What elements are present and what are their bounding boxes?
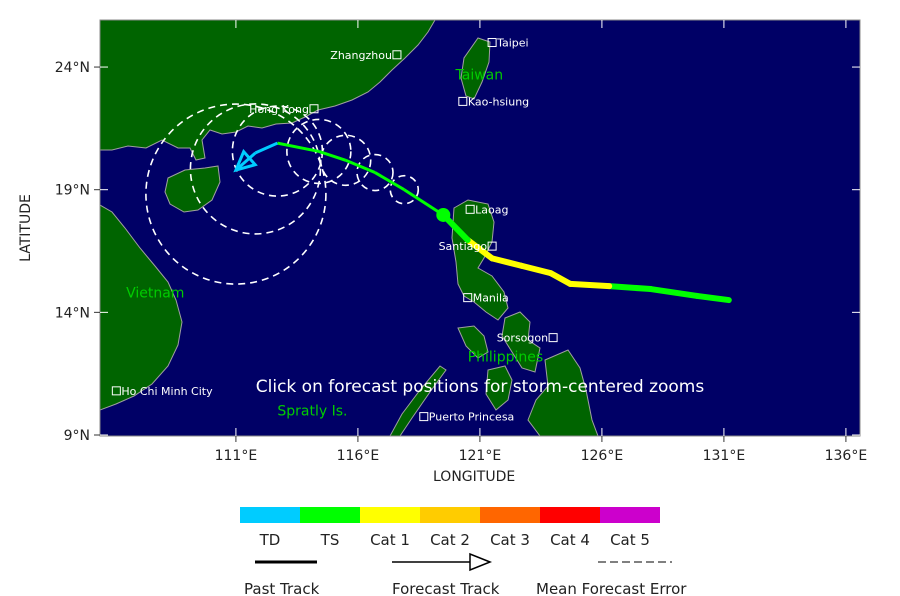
forecast-error-circle [145,103,327,285]
city-marker-icon [487,241,497,251]
forecast-error-circle [189,103,322,235]
legend-category-label: Cat 1 [370,531,410,549]
lon-tick-label: 131°E [703,448,746,464]
legend-swatch [360,507,420,523]
forecast-error-circle [319,134,372,187]
city-label: Zhangzhou [330,49,392,62]
legend-category-label: TS [320,531,340,549]
forecast-error-circle [356,153,394,192]
country-label: Taiwan [455,67,504,83]
city-label: Kao-hsiung [468,95,529,108]
forecast-arrow-icon [233,148,258,173]
city-marker-icon [392,50,402,60]
legend-past-track-label: Past Track [244,580,320,596]
city-label: Manila [473,292,509,305]
past-track-segment [547,270,574,287]
lat-tick-label: 19°N [55,183,90,199]
lat-tick-label: 14°N [55,305,90,321]
city-marker-icon [487,38,497,48]
land-luzon [451,199,509,321]
x-axis-label: LONGITUDE [433,469,516,485]
forecast-track-segment [234,151,257,172]
land-china [100,20,436,161]
past-track-segment [694,292,732,304]
city-marker-icon [458,96,468,106]
legend-swatch [480,507,540,523]
land-vietnam [100,204,183,411]
legend-swatch [600,507,660,523]
city-marker-icon [419,412,429,422]
city-label: Puerto Princesa [429,411,515,424]
forecast-track-segment [254,141,278,155]
forecast-track-segment [374,171,406,191]
current-position-marker [436,207,451,222]
city-label: Laoag [475,203,508,216]
legend-mean-error-label: Mean Forecast Error [536,580,687,596]
past-track-segment [464,236,496,262]
legend-category-label: Cat 3 [490,531,530,549]
legend-forecast-track-label: Forecast Track [392,580,500,596]
city-label: Santiago [439,240,488,253]
lon-tick-label: 116°E [337,448,380,464]
legend-swatch [420,507,480,523]
y-axis-label: LATITUDE [17,194,34,262]
lon-tick-label: 111°E [215,448,258,464]
city-marker-icon [548,333,558,343]
land-palawan [389,365,447,436]
legend-swatch [540,507,600,523]
legend-category-label: Cat 2 [430,531,470,549]
city-label: Hong Kong [249,103,309,116]
land-mindanao [527,349,599,436]
city-marker-icon [465,204,475,214]
land-hainan [164,165,221,213]
legend-category-label: TD [259,531,281,549]
forecast-track-segment [318,150,347,162]
land-panay-negros [485,365,513,411]
legend-category-label: Cat 4 [550,531,590,549]
past-track-segment [647,286,701,299]
past-track-segment [606,283,654,293]
legend-swatch [300,507,360,523]
forecast-track-segment [345,158,376,174]
city-marker-icon [463,293,473,303]
forecast-error-circle [389,174,420,205]
lon-tick-label: 126°E [581,448,624,464]
legend-swatch [240,507,300,523]
lon-tick-label: 136°E [825,448,868,464]
country-label: Philippines [468,349,543,365]
legend-category-label: Cat 5 [610,531,650,549]
country-label: Vietnam [126,286,184,302]
country-label: Spratly Is. [277,403,347,419]
city-label: Sorsogon [497,332,548,345]
city-marker-icon [111,386,121,396]
past-track-segment [489,255,525,269]
lat-tick-label: 24°N [55,60,90,76]
city-label: Taipei [496,37,529,50]
past-track-segment [567,280,613,290]
land-taiwan [460,37,491,100]
past-track-segment [518,262,554,277]
city-label: Ho Chi Minh City [121,385,213,398]
click-hint: Click on forecast positions for storm-ce… [256,377,705,397]
lon-tick-label: 121°E [459,448,502,464]
forecast-track-segment [403,188,445,217]
legend-arrow-icon [469,552,493,572]
city-marker-icon [309,104,319,114]
land-samar-leyte [501,311,541,373]
lat-tick-label: 9°N [64,428,90,444]
forecast-track-segment [277,141,320,153]
land-mindoro [457,325,489,359]
